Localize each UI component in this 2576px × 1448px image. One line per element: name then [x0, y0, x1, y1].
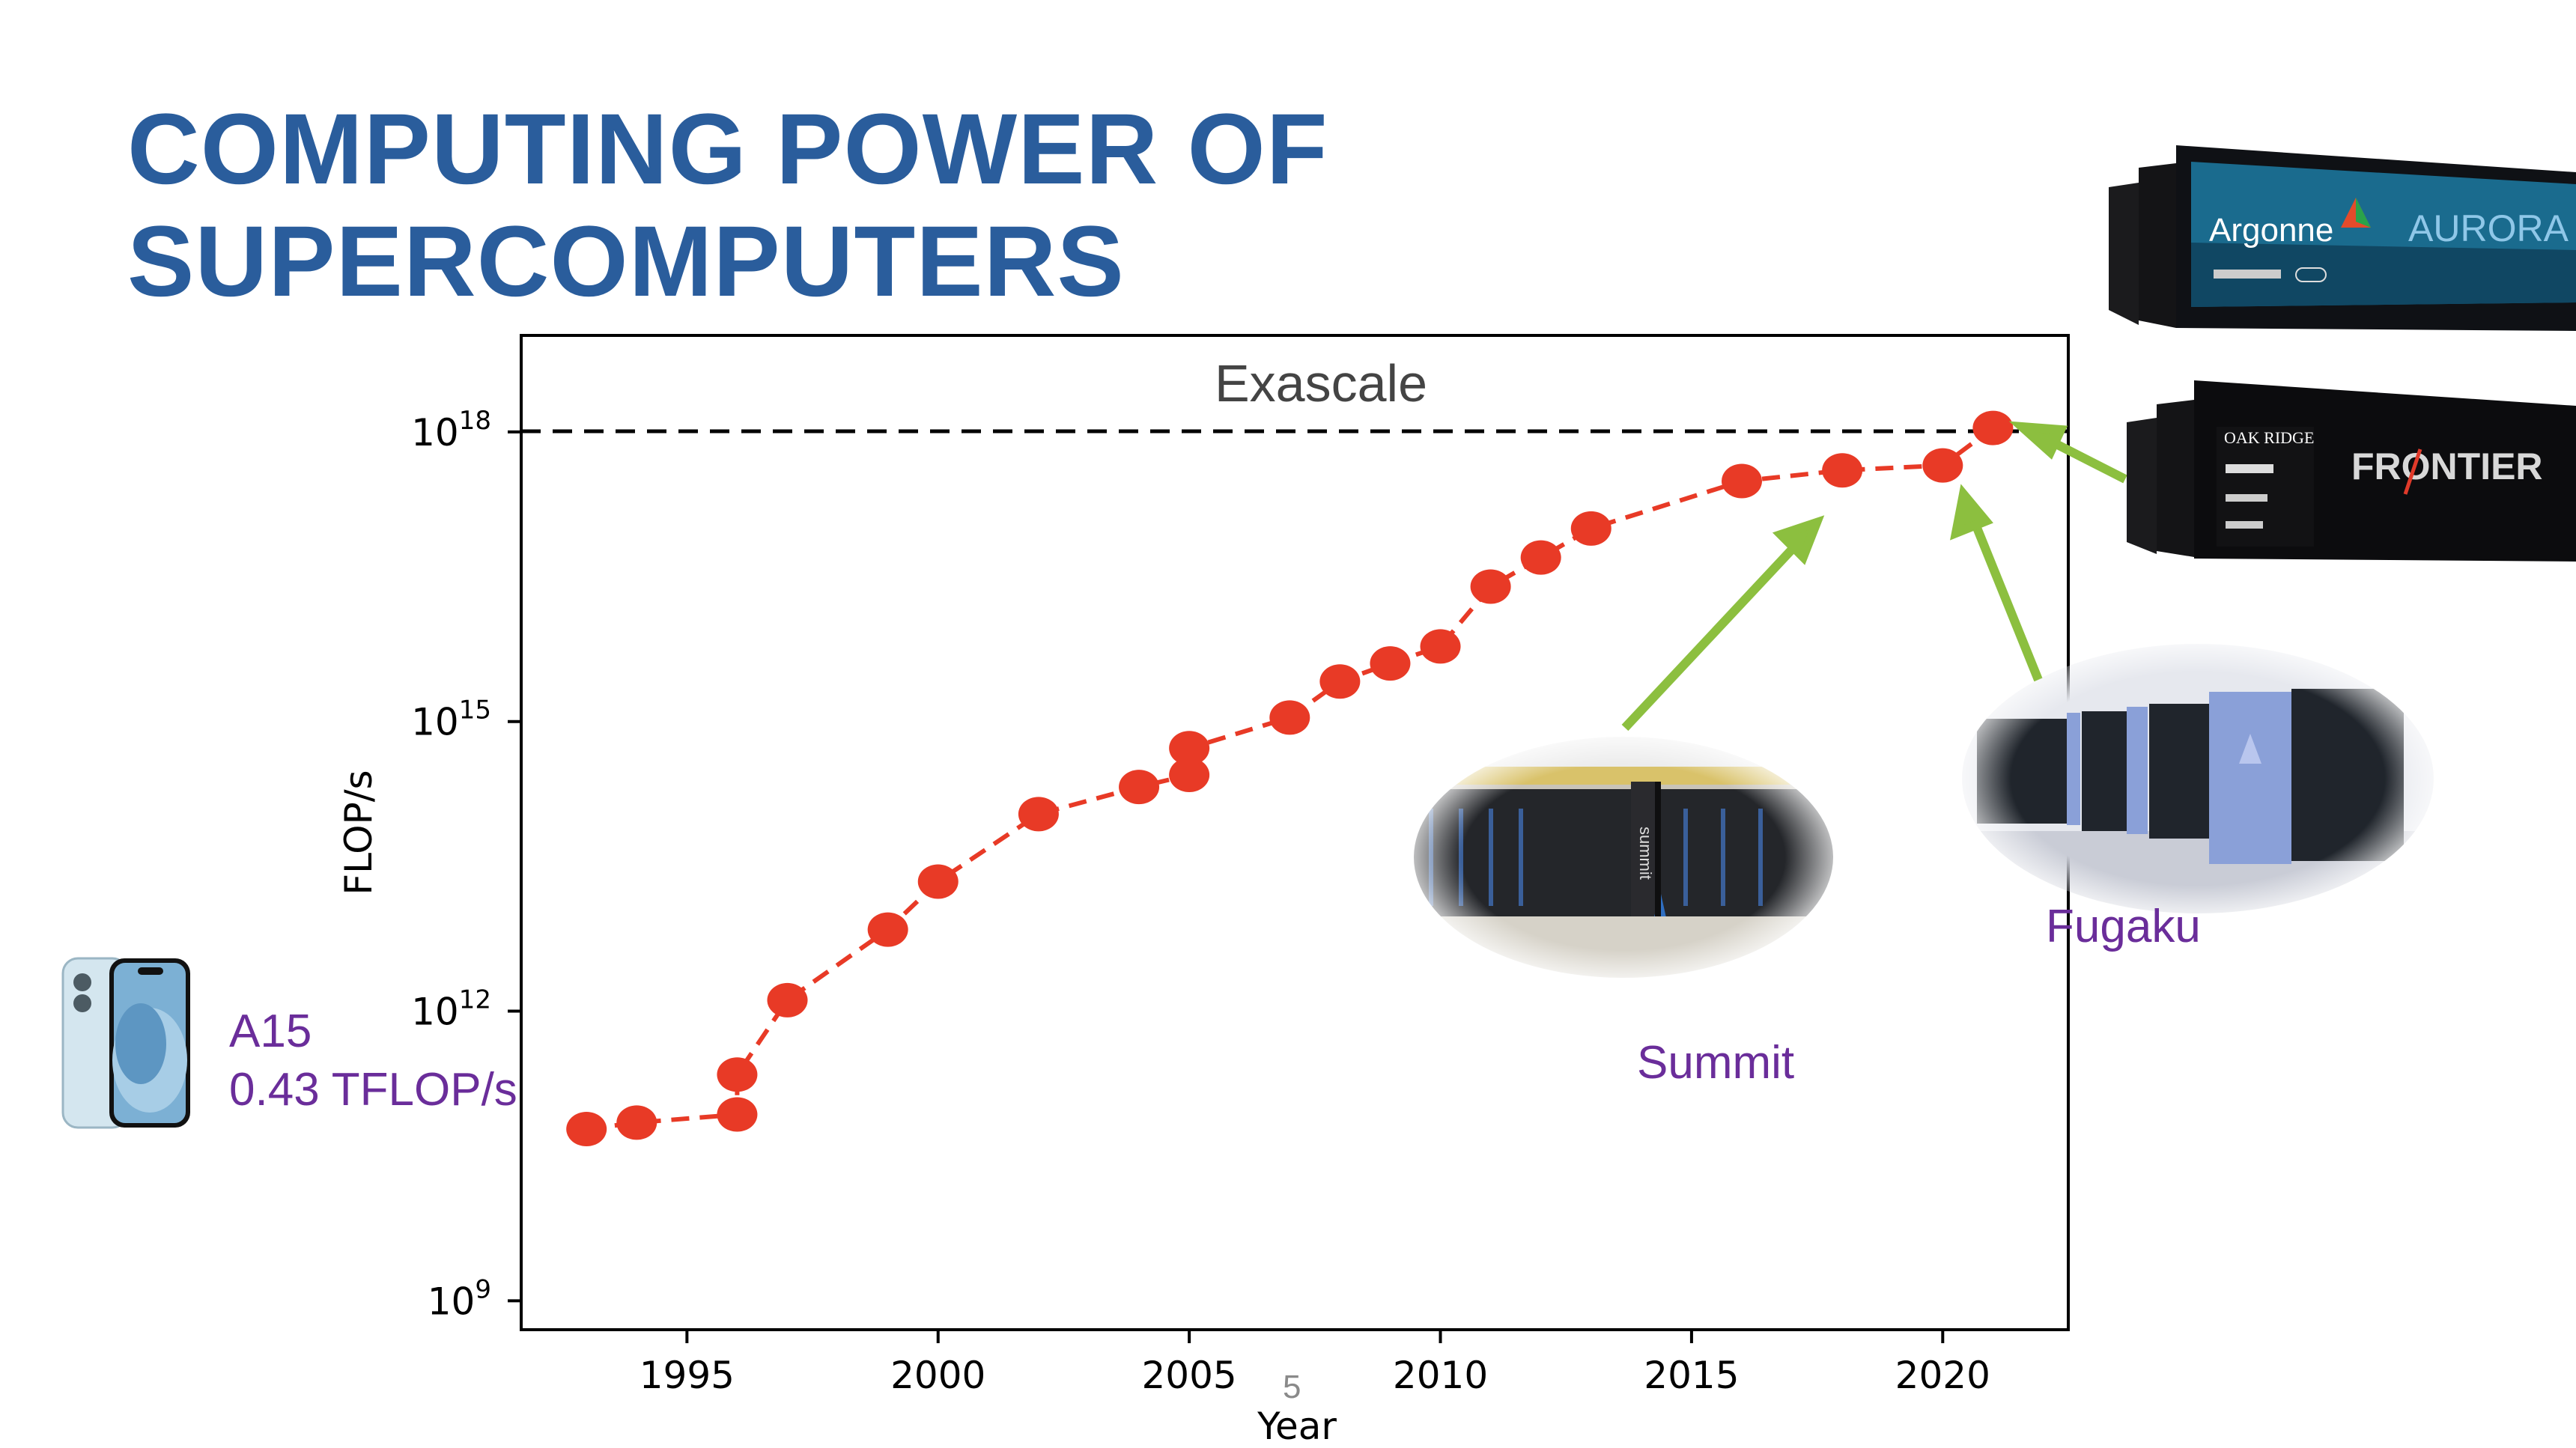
x-tick-label: 1995 [640, 1354, 735, 1397]
y-tick-base: 10 [411, 411, 459, 454]
summit-label: Summit [1637, 1037, 1795, 1089]
x-tick-label: 2005 [1142, 1354, 1237, 1397]
data-point [1520, 540, 1561, 575]
data-point [767, 982, 808, 1017]
summit-cabinet-label: summit [1636, 827, 1655, 880]
data-point [1269, 700, 1310, 735]
frontier-arrow-head [2008, 421, 2068, 460]
data-points [566, 410, 2014, 1147]
fugaku-arrow-head [1950, 484, 1993, 541]
data-point [1721, 463, 1762, 499]
y-tick-base: 10 [428, 1280, 476, 1323]
aurora-org-text: Argonne [2209, 212, 2333, 249]
data-point [1119, 770, 1160, 805]
data-point [1370, 646, 1411, 681]
title-line-1: COMPUTING POWER OF [127, 94, 1328, 205]
data-point [1470, 569, 1511, 604]
data-point [1169, 731, 1210, 766]
exascale-label: Exascale [1215, 354, 1427, 413]
frontier-arrow [2044, 434, 2127, 484]
summit-photo: summit [1414, 737, 1833, 978]
frontier-name-text: FRONTIER [2351, 445, 2543, 487]
title-line-2: SUPERCOMPUTERS [127, 206, 1125, 317]
x-axis-ticks: 1995 2000 2005 2010 2015 2020 [640, 1330, 1990, 1397]
data-point [1972, 410, 2014, 445]
page-number: 5 [1283, 1369, 1301, 1405]
data-point [1420, 629, 1461, 664]
y-tick-exponent: 18 [459, 406, 491, 436]
frontier-photo: OAK RIDGE FRONTIER [2127, 380, 2576, 562]
x-tick-label: 2010 [1393, 1354, 1488, 1397]
frontier-org-text: OAK RIDGE [2224, 428, 2314, 447]
aurora-photo: Argonne AURORA [2109, 145, 2576, 331]
x-axis-label: Year [1257, 1405, 1337, 1448]
fugaku-label: Fugaku [2046, 901, 2201, 952]
y-tick-label: 1012 [411, 985, 491, 1034]
fugaku-photo [1962, 644, 2434, 913]
data-point [1922, 448, 1963, 483]
summit-arrow-head [1772, 515, 1825, 565]
x-tick-label: 2015 [1644, 1354, 1739, 1397]
phone-label-chip: A15 [229, 1006, 312, 1057]
y-axis-label: FLOP/s [337, 770, 380, 895]
data-point [717, 1057, 758, 1092]
y-tick-label: 1018 [411, 406, 491, 454]
data-point [1319, 664, 1361, 699]
data-point [1169, 758, 1210, 793]
data-point [917, 864, 959, 899]
data-point [616, 1105, 657, 1140]
y-tick-exponent: 12 [459, 985, 491, 1015]
series-line [586, 426, 1995, 1132]
data-point [1018, 797, 1059, 832]
aurora-name-text: AURORA [2408, 207, 2569, 249]
phone-label-flops: 0.43 TFLOP/s [229, 1064, 517, 1116]
y-tick-base: 10 [411, 701, 459, 744]
data-point [1570, 511, 1611, 546]
y-tick-exponent: 9 [475, 1274, 491, 1304]
page-title: COMPUTING POWER OF SUPERCOMPUTERS [127, 94, 1328, 318]
data-point [867, 912, 908, 947]
y-tick-exponent: 15 [459, 696, 491, 725]
y-tick-label: 109 [428, 1274, 491, 1323]
data-point [1822, 453, 1863, 488]
x-tick-label: 2020 [1895, 1354, 1990, 1397]
y-tick-base: 10 [411, 991, 459, 1034]
summit-arrow [1621, 537, 1804, 731]
data-point [566, 1112, 607, 1147]
x-tick-label: 2000 [890, 1354, 985, 1397]
y-tick-label: 1015 [411, 696, 491, 744]
iphone-icon [61, 957, 190, 1129]
data-point [717, 1097, 758, 1132]
